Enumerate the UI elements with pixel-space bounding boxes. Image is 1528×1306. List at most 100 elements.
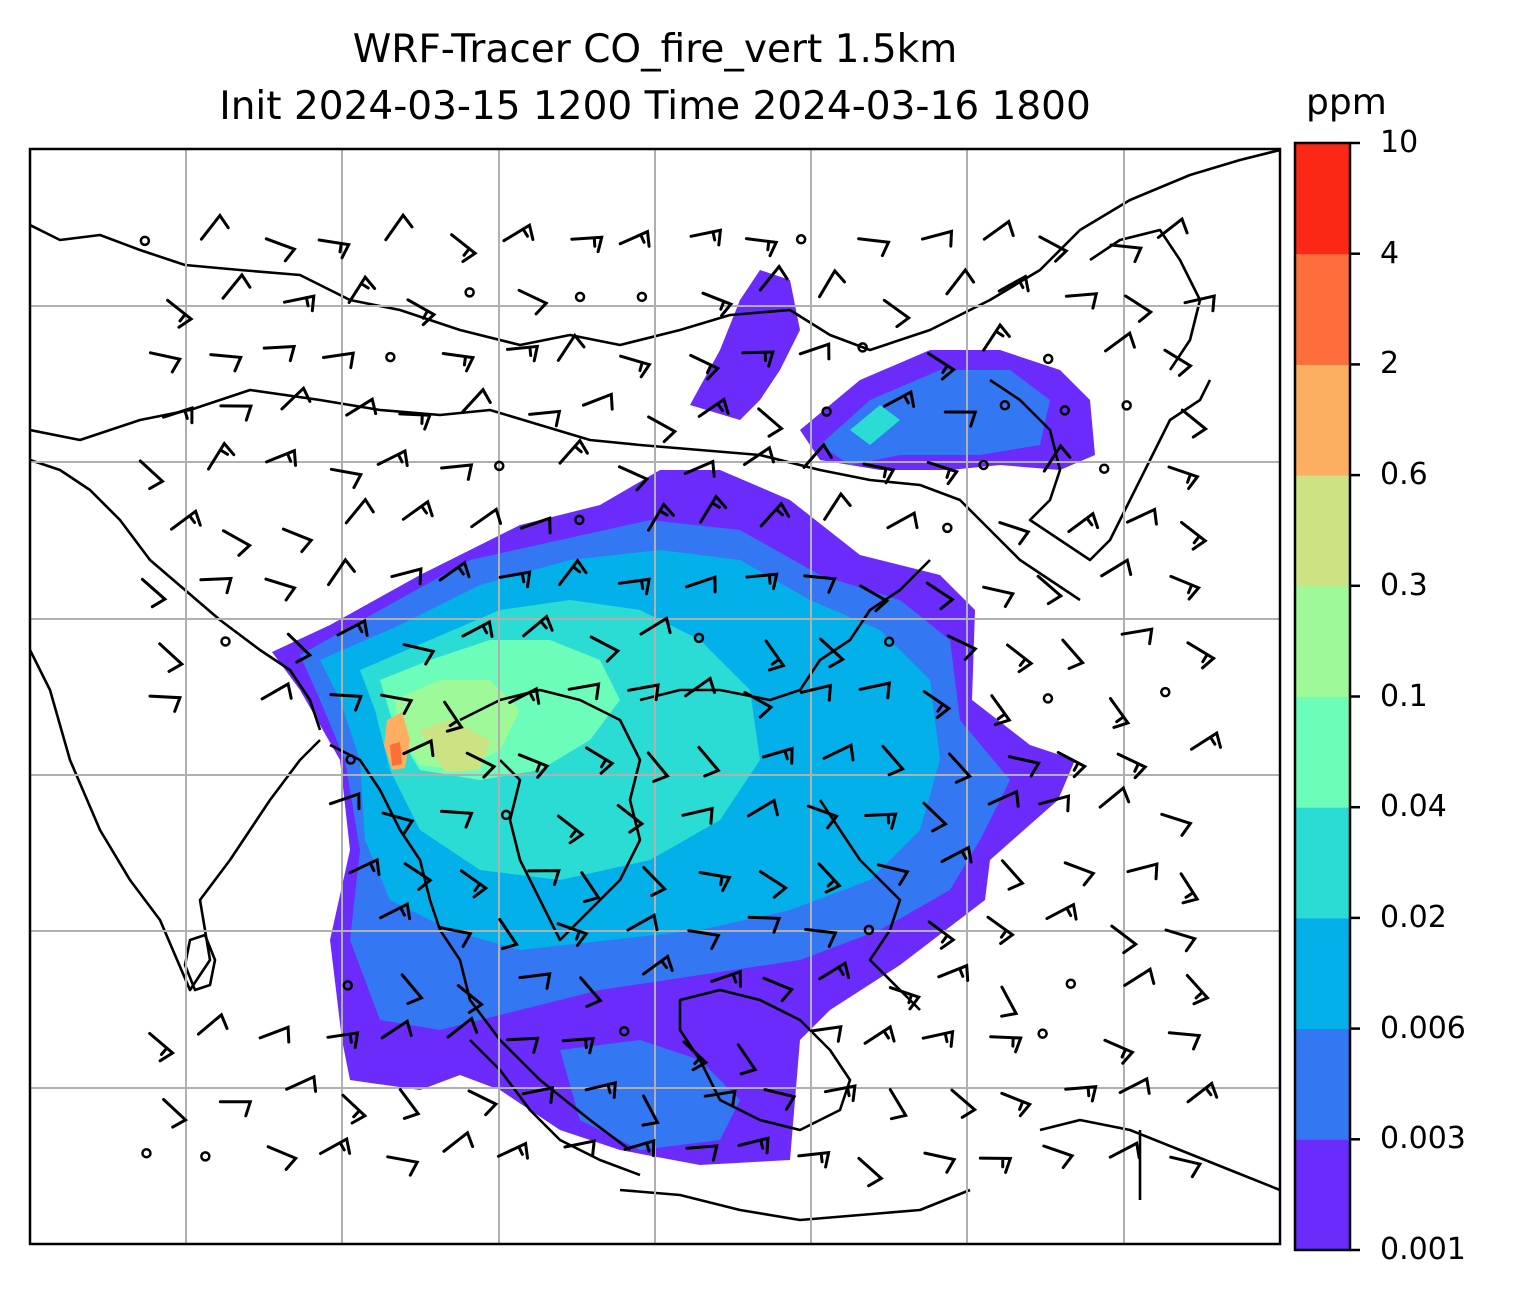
wind-barb xyxy=(822,743,855,762)
wind-barb xyxy=(506,344,540,363)
calm-wind-marker xyxy=(574,291,586,303)
wind-barb xyxy=(1118,1076,1151,1095)
wind-barb xyxy=(1103,1038,1135,1065)
calm-wind-marker xyxy=(863,924,875,936)
colorbar-unit-label: ppm xyxy=(1306,82,1387,123)
calm-wind-marker xyxy=(1121,400,1132,411)
wind-barb xyxy=(344,497,375,525)
wind-barb xyxy=(1163,348,1194,377)
wind-barb xyxy=(1167,465,1200,490)
wind-barb xyxy=(743,445,775,466)
wind-barb xyxy=(1180,408,1209,439)
wind-barb xyxy=(517,753,550,779)
wind-barb xyxy=(1156,216,1189,239)
wind-barb xyxy=(1179,872,1200,905)
wind-barb xyxy=(803,574,837,594)
wind-barb xyxy=(518,972,552,990)
wind-barb xyxy=(379,901,412,921)
wind-barb xyxy=(170,508,202,531)
wind-barb xyxy=(285,1074,318,1093)
wind-barb xyxy=(386,1155,420,1177)
wind-barb xyxy=(218,1100,253,1118)
wind-barb xyxy=(1123,966,1156,987)
wind-barb xyxy=(527,869,561,887)
wind-barb xyxy=(1063,861,1096,887)
wind-barb xyxy=(406,298,437,327)
wind-barb xyxy=(221,272,252,300)
colorbar-tick-label: 0.3 xyxy=(1380,567,1428,603)
wind-barb xyxy=(757,407,785,438)
wind-barb xyxy=(922,801,949,833)
colorbar-tick-label: 4 xyxy=(1380,235,1400,271)
wind-barb xyxy=(438,560,471,582)
wind-barb xyxy=(797,1150,831,1169)
wind-barb xyxy=(319,1136,352,1155)
wind-barb xyxy=(1183,294,1216,313)
wind-barb xyxy=(799,683,833,702)
wind-barb xyxy=(470,506,503,529)
colorbar-tick-label: 0.6 xyxy=(1380,457,1428,493)
wind-barb xyxy=(804,927,838,948)
plume-band-06 xyxy=(384,712,410,770)
wind-barb xyxy=(440,809,474,829)
wind-barb xyxy=(519,516,552,535)
calm-wind-marker xyxy=(883,636,895,647)
calm-wind-marker xyxy=(139,235,151,247)
colorbar-segment xyxy=(1295,143,1350,255)
wind-barb xyxy=(764,639,786,672)
wind-barb xyxy=(798,342,831,361)
plume-band-002-ne xyxy=(850,405,900,445)
wind-barb xyxy=(1167,1031,1202,1051)
wind-barb xyxy=(683,459,716,478)
wind-barb xyxy=(402,643,436,666)
gridlines xyxy=(30,149,1280,1244)
wind-barb xyxy=(456,984,485,1014)
wind-barb xyxy=(697,396,730,418)
wind-barb xyxy=(390,567,423,586)
wind-barb xyxy=(922,690,952,719)
wind-barb xyxy=(741,350,775,368)
calm-wind-marker xyxy=(942,522,953,534)
wind-barb xyxy=(703,1089,737,1108)
wind-barb xyxy=(926,351,957,381)
wind-barb xyxy=(280,385,312,411)
wind-barb xyxy=(626,912,659,932)
wind-barb xyxy=(1180,520,1208,551)
wind-barb xyxy=(857,237,891,258)
wind-barb xyxy=(747,915,782,934)
wind-barb xyxy=(1186,1081,1219,1104)
wind-barb xyxy=(698,871,732,893)
wind-barb xyxy=(806,804,840,830)
colorbar-tick-label: 10 xyxy=(1380,125,1419,160)
wind-barb xyxy=(819,637,846,669)
wind-barb xyxy=(498,918,519,950)
wind-barb xyxy=(647,415,678,444)
coastline-philippines xyxy=(818,799,921,1011)
wind-barb xyxy=(943,410,978,428)
wind-barb xyxy=(329,693,364,712)
wind-barb xyxy=(862,462,896,485)
wind-barb xyxy=(817,862,842,894)
wind-barb xyxy=(1104,330,1136,353)
coastline-sumatra xyxy=(469,1039,641,1177)
wind-barb xyxy=(864,812,898,830)
wind-barb xyxy=(1098,785,1131,809)
coastline-java xyxy=(619,1188,971,1222)
wind-barb xyxy=(461,387,492,414)
coastline-layer xyxy=(30,149,1280,1222)
wind-barb xyxy=(940,845,973,864)
wind-barb xyxy=(380,693,414,716)
wind-barb xyxy=(517,288,549,316)
wind-barb xyxy=(138,459,166,491)
coastline-korea-japan xyxy=(989,378,1212,562)
wind-barb xyxy=(381,811,415,835)
wind-barb xyxy=(737,1136,770,1155)
wind-barb xyxy=(923,1151,957,1174)
calm-wind-marker xyxy=(574,514,585,526)
colorbar-tick-label: 0.1 xyxy=(1380,678,1428,714)
wind-barb xyxy=(697,745,721,778)
wind-barb xyxy=(681,806,714,825)
wind-barb-layer xyxy=(138,212,1222,1188)
wind-barb xyxy=(990,694,1012,727)
calm-wind-marker xyxy=(1160,686,1171,698)
